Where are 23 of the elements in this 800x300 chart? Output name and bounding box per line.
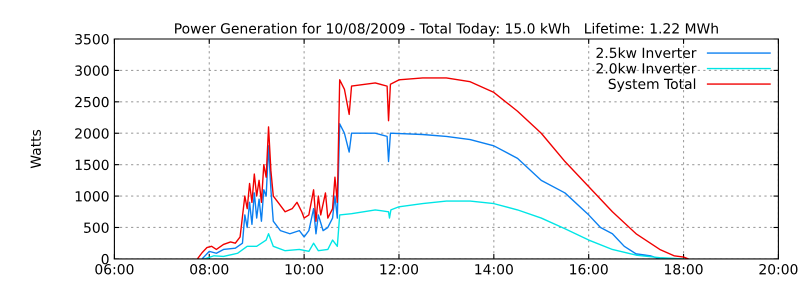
line-series [204, 200, 684, 259]
x-tick-label: 08:00 [190, 264, 228, 275]
legend-label: 2.5kw Inverter [596, 47, 696, 58]
y-tick-label: 2000 [75, 128, 109, 139]
y-tick-label: 3000 [75, 65, 109, 76]
x-tick-label: 12:00 [380, 264, 418, 275]
y-tick-label: 2500 [75, 96, 109, 108]
legend-label: 2.0kw Inverter [596, 62, 696, 74]
y-tick-label: 1500 [76, 160, 109, 170]
x-tick-label: 18:00 [665, 264, 703, 275]
x-tick-label: 06:00 [95, 264, 134, 275]
x-tick-label: 20:00 [759, 264, 798, 275]
y-axis-title: Watts [30, 130, 41, 168]
x-tick-label: 16:00 [570, 264, 608, 275]
y-tick-label: 500 [84, 222, 109, 233]
chart-title: Power Generation for 10/08/2009 - Total Today: 15.0 kWh Lifetime: 1.22 MWh [175, 22, 718, 36]
y-tick-label: 1000 [76, 191, 109, 202]
y-tick-label: 0 [102, 254, 109, 264]
legend-label: System Total [608, 78, 696, 92]
x-tick-label: 14:00 [475, 264, 513, 275]
y-tick-label: 3500 [75, 34, 109, 44]
line-series [201, 123, 661, 259]
x-tick-label: 10:00 [286, 264, 324, 275]
